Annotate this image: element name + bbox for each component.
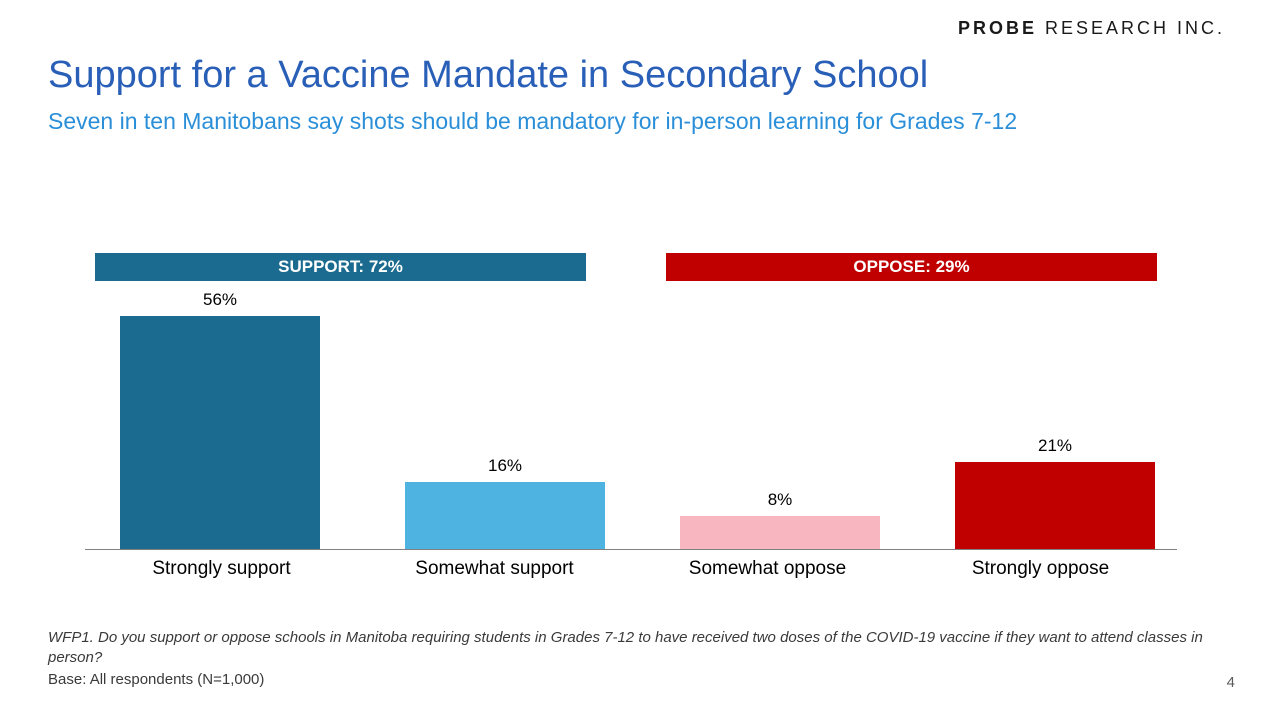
oppose-banner: OPPOSE: 29% xyxy=(666,253,1157,281)
x-category-label: Strongly support xyxy=(85,558,358,580)
company-logo: PROBE RESEARCH INC. xyxy=(958,18,1225,39)
bar-value-label: 16% xyxy=(488,456,522,476)
bar-3: 21% xyxy=(955,436,1155,550)
bar-rect xyxy=(955,462,1155,550)
summary-banners: SUPPORT: 72% OPPOSE: 29% xyxy=(95,253,1157,281)
bar-rect xyxy=(120,316,320,549)
page-number: 4 xyxy=(1227,674,1235,691)
bar-0: 56% xyxy=(120,290,320,549)
x-category-label: Strongly oppose xyxy=(904,558,1177,580)
bar-value-label: 56% xyxy=(203,290,237,310)
bar-chart: 56%16%8%21% Strongly supportSomewhat sup… xyxy=(85,300,1177,580)
slide-title: Support for a Vaccine Mandate in Seconda… xyxy=(48,54,928,97)
slide-subtitle: Seven in ten Manitobans say shots should… xyxy=(48,108,1017,135)
x-axis-labels: Strongly supportSomewhat supportSomewhat… xyxy=(85,558,1177,580)
chart-plot: 56%16%8%21% xyxy=(85,300,1177,550)
logo-bold: PROBE xyxy=(958,18,1037,38)
x-category-label: Somewhat oppose xyxy=(631,558,904,580)
base-footnote: Base: All respondents (N=1,000) xyxy=(48,670,1205,690)
bar-2: 8% xyxy=(680,490,880,549)
logo-rest: RESEARCH INC. xyxy=(1037,18,1225,38)
bar-value-label: 8% xyxy=(768,490,793,510)
question-footnote: WFP1. Do you support or oppose schools i… xyxy=(48,628,1205,667)
support-banner: SUPPORT: 72% xyxy=(95,253,586,281)
x-category-label: Somewhat support xyxy=(358,558,631,580)
bar-rect xyxy=(680,516,880,549)
bar-1: 16% xyxy=(405,456,605,549)
bar-value-label: 21% xyxy=(1038,436,1072,456)
bar-rect xyxy=(405,482,605,549)
